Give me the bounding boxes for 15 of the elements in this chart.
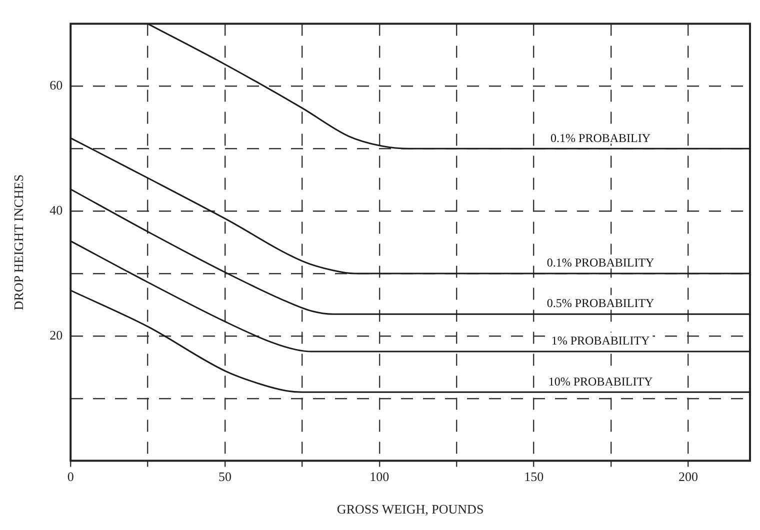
- y-tick-label: 20: [50, 327, 63, 342]
- x-tick-label: 200: [678, 469, 698, 484]
- series-label: 0.5% PROBABILITY: [546, 296, 655, 310]
- series-label: 1% PROBABILITY: [551, 334, 650, 348]
- x-tick-label: 100: [370, 469, 390, 484]
- series-label: 10% PROBABILITY: [548, 374, 654, 388]
- series-label: 0.1% PROBABILITY: [546, 256, 655, 270]
- series-label: 0.1% PROBABILIY: [550, 130, 651, 145]
- y-tick-label: 40: [50, 202, 63, 218]
- x-tick-label: 50: [218, 469, 232, 484]
- x-axis-title: GROSS WEIGH, POUNDS: [336, 502, 484, 517]
- x-tick-label: 0: [67, 469, 74, 484]
- y-tick-label: 60: [50, 78, 63, 93]
- y-axis-title: DROP HEIGHT INCHES: [11, 174, 26, 310]
- x-tick-label: 150: [524, 469, 544, 484]
